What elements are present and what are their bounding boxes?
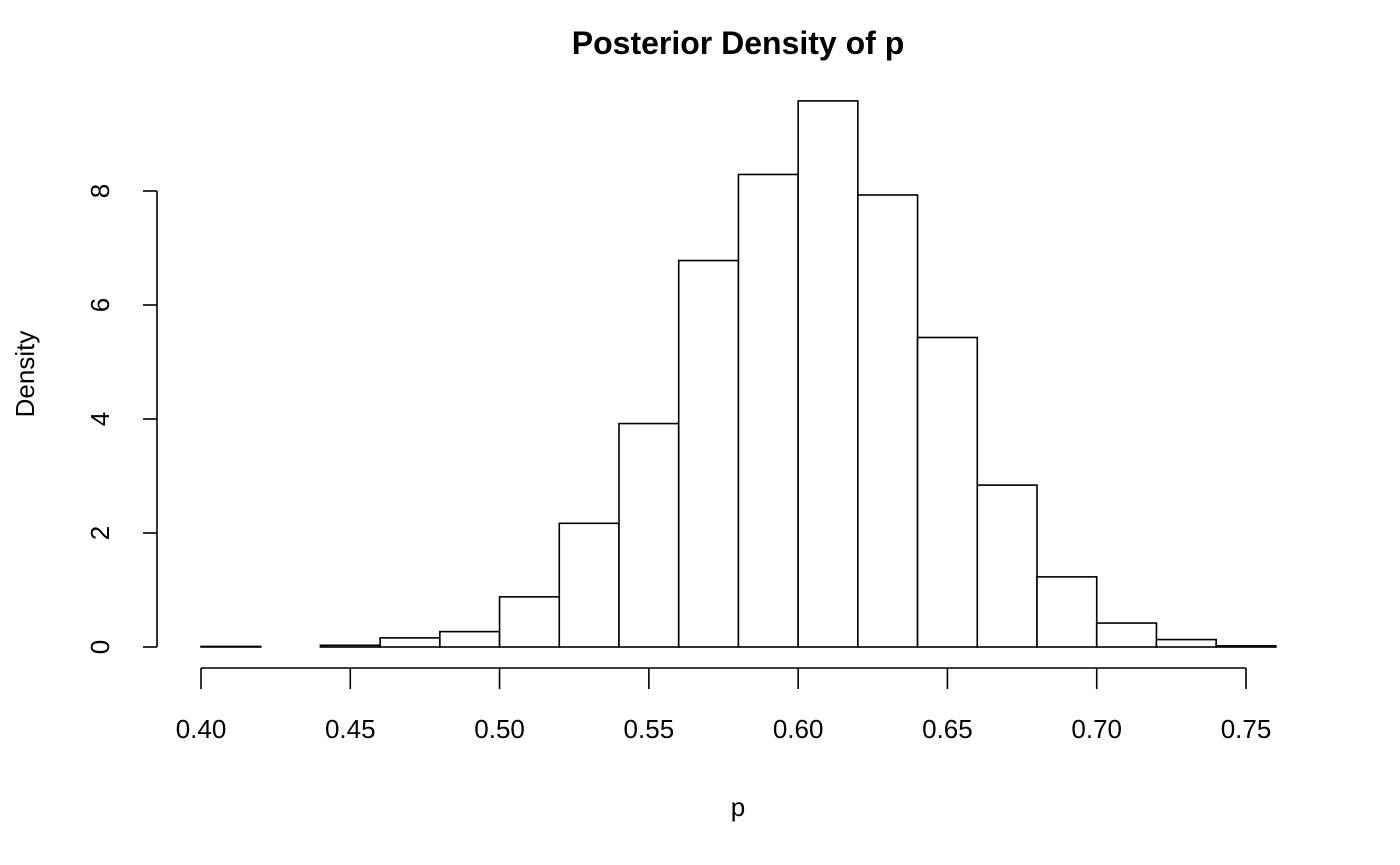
x-tick-label: 0.55 <box>624 714 675 744</box>
chart-title: Posterior Density of p <box>572 25 905 61</box>
y-axis: 0 2 4 6 8 <box>85 184 158 654</box>
y-tick-label: 0 <box>85 640 115 654</box>
histogram-bar <box>797 100 859 648</box>
y-tick-label: 4 <box>85 412 115 426</box>
histogram-bar <box>319 644 381 648</box>
x-axis: 0.40 0.45 0.50 0.55 0.60 0.65 0.70 0.75 <box>176 667 1272 744</box>
histogram-bars <box>200 100 1277 648</box>
histogram-bar <box>618 422 680 648</box>
x-axis-label: p <box>731 792 745 822</box>
x-tick-label: 0.70 <box>1071 714 1122 744</box>
histogram-bar <box>558 522 620 648</box>
x-tick-label: 0.45 <box>325 714 376 744</box>
histogram-bar <box>857 194 919 648</box>
histogram-bar <box>1155 638 1217 648</box>
histogram-bar <box>737 173 799 648</box>
histogram-bar <box>1215 645 1277 648</box>
x-tick-label: 0.60 <box>773 714 824 744</box>
histogram-bar <box>1036 576 1098 648</box>
x-tick-label: 0.50 <box>474 714 525 744</box>
y-tick-label: 2 <box>85 526 115 540</box>
histogram-bar <box>677 259 740 648</box>
histogram-bar <box>379 637 441 648</box>
histogram-bar <box>1095 622 1158 648</box>
y-axis-label: Density <box>10 331 40 418</box>
x-tick-label: 0.40 <box>176 714 227 744</box>
histogram-bar <box>916 336 979 648</box>
x-tick-label: 0.65 <box>922 714 973 744</box>
histogram-bar <box>976 484 1038 648</box>
histogram-bar <box>439 630 501 648</box>
histogram-bar <box>200 645 262 648</box>
x-tick-label: 0.75 <box>1221 714 1272 744</box>
y-tick-label: 8 <box>85 184 115 198</box>
histogram-bar <box>498 596 561 648</box>
y-tick-label: 6 <box>85 298 115 312</box>
